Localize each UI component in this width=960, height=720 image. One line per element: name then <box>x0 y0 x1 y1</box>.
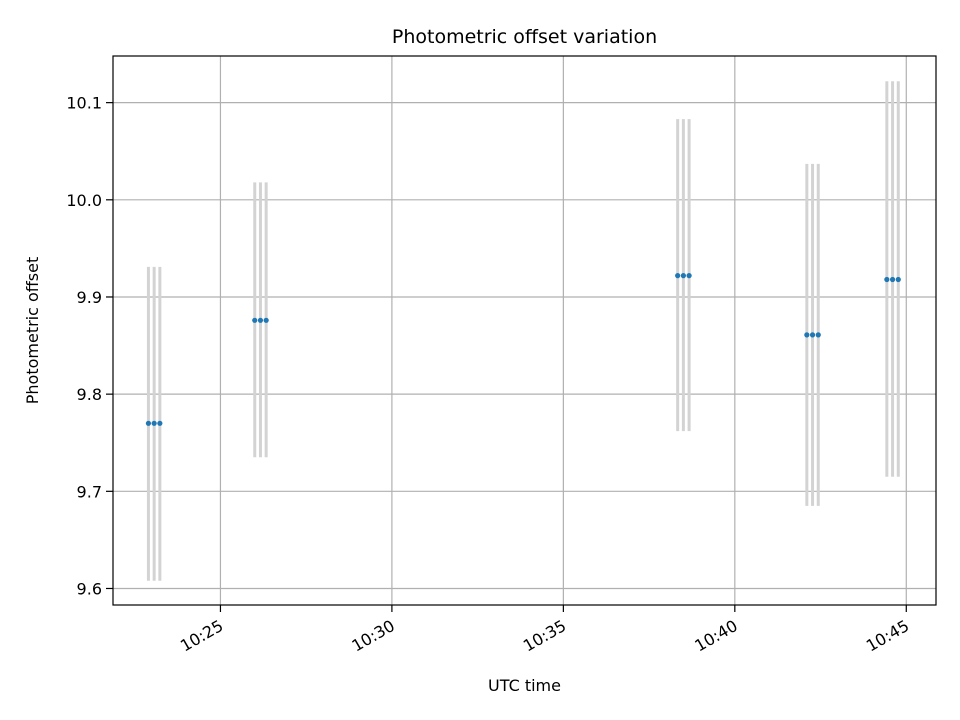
y-tick-label: 9.8 <box>77 385 102 404</box>
grid <box>113 56 936 605</box>
y-tick-label: 9.7 <box>77 482 102 501</box>
data-point <box>151 420 157 426</box>
data-point <box>895 276 901 283</box>
data-point <box>686 273 692 279</box>
data-point <box>157 420 163 426</box>
data-point <box>257 317 264 323</box>
data-point <box>252 317 258 323</box>
plot-frame <box>112 55 937 606</box>
data-point <box>884 276 890 283</box>
y-tick-label: 9.6 <box>77 579 102 598</box>
y-axis-label: Photometric offset <box>23 257 42 405</box>
data-point <box>680 273 686 279</box>
data-point <box>263 317 269 323</box>
data-point <box>145 420 152 426</box>
data-point <box>889 276 896 283</box>
data-points <box>145 273 901 426</box>
chart-title: Photometric offset variation <box>392 26 657 48</box>
y-axis: 9.6 9.7 9.8 9.9 10.0 10.1 <box>66 94 113 598</box>
data-point <box>804 332 810 338</box>
y-tick-label: 10.1 <box>66 94 102 113</box>
data-point <box>809 332 816 338</box>
y-tick-label: 10.0 <box>66 191 102 210</box>
data-point <box>675 273 681 279</box>
data-point <box>815 332 821 338</box>
y-tick-label: 9.9 <box>77 288 102 307</box>
x-axis-label: UTC time <box>488 676 561 695</box>
